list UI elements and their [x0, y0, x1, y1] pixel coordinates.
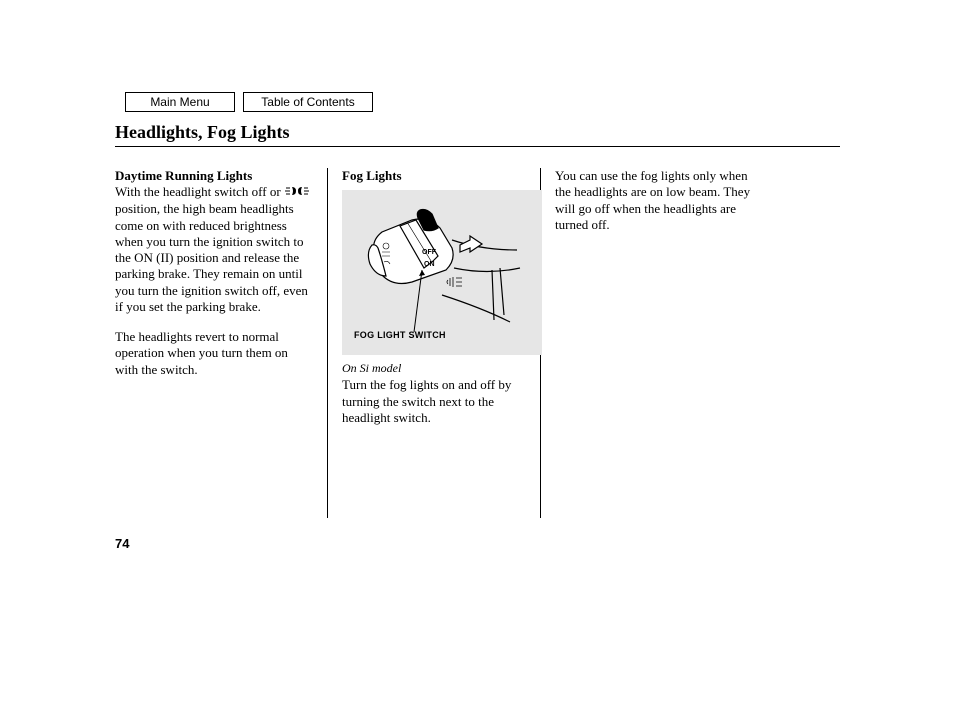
figure-caption: FOG LIGHT SWITCH [354, 330, 446, 341]
drl-p1b: position, the high beam headlights come … [115, 201, 308, 314]
drl-heading: Daytime Running Lights [115, 168, 252, 183]
switch-on-label: ON [424, 261, 435, 268]
column-3: You can use the fog lights only when the… [541, 168, 753, 518]
title-rule [115, 146, 840, 147]
page-number: 74 [115, 536, 129, 551]
content-columns: Daytime Running Lights With the headligh… [115, 168, 841, 518]
fog-p1: Turn the fog lights on and off by turnin… [342, 377, 526, 426]
drl-p2: The headlights revert to normal operatio… [115, 329, 313, 378]
column-2: Fog Lights [328, 168, 540, 518]
parking-light-icon [284, 185, 310, 201]
fog-heading: Fog Lights [342, 168, 526, 184]
switch-off-label: OFF [422, 249, 437, 256]
si-model-note: On Si model [342, 361, 526, 376]
column-1: Daytime Running Lights With the headligh… [115, 168, 327, 518]
main-menu-button[interactable]: Main Menu [125, 92, 235, 112]
page-title: Headlights, Fog Lights [115, 122, 290, 143]
drl-p1a: With the headlight switch off or [115, 184, 281, 199]
fog-usage-p1: You can use the fog lights only when the… [555, 168, 753, 233]
fog-switch-figure: OFF ON FOG LIGHT SWITCH [342, 190, 542, 355]
toc-button[interactable]: Table of Contents [243, 92, 373, 112]
